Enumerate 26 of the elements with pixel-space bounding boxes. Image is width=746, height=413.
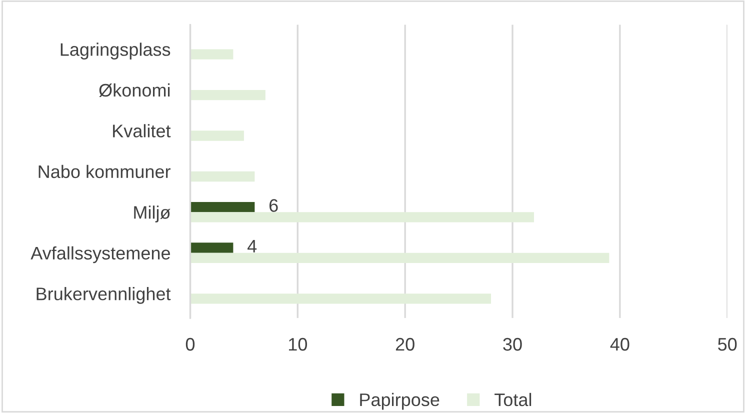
bar <box>190 202 255 212</box>
x-tick-label: 30 <box>503 338 522 351</box>
y-tick-label: Avfallssystemene <box>30 246 170 264</box>
x-tick-label: 40 <box>610 338 630 351</box>
data-label: 4 <box>248 240 257 252</box>
bar <box>190 242 234 253</box>
bar <box>190 49 234 60</box>
x-tick-label: 10 <box>288 338 307 351</box>
y-tick-label: Nabo kommuner <box>38 164 170 178</box>
x-tick-label: 20 <box>396 338 414 351</box>
bar <box>190 294 492 304</box>
x-tick-label: 0 <box>186 338 195 351</box>
bar <box>190 90 266 100</box>
legend-label: Papirpose <box>360 392 440 410</box>
y-tick-label: Brukervennlighet <box>36 287 171 304</box>
bar <box>190 212 534 222</box>
bar <box>190 171 255 182</box>
y-tick-label: Lagringsplass <box>60 42 170 60</box>
data-label: 6 <box>269 199 278 212</box>
y-tick-label: Økonomi <box>99 83 170 97</box>
y-tick-label: Kvalitet <box>113 124 171 138</box>
x-tick-label: 50 <box>718 338 737 351</box>
y-tick-label: Miljø <box>134 206 170 222</box>
bar <box>190 252 610 264</box>
bar <box>190 130 244 141</box>
legend-label: Total <box>494 392 532 406</box>
